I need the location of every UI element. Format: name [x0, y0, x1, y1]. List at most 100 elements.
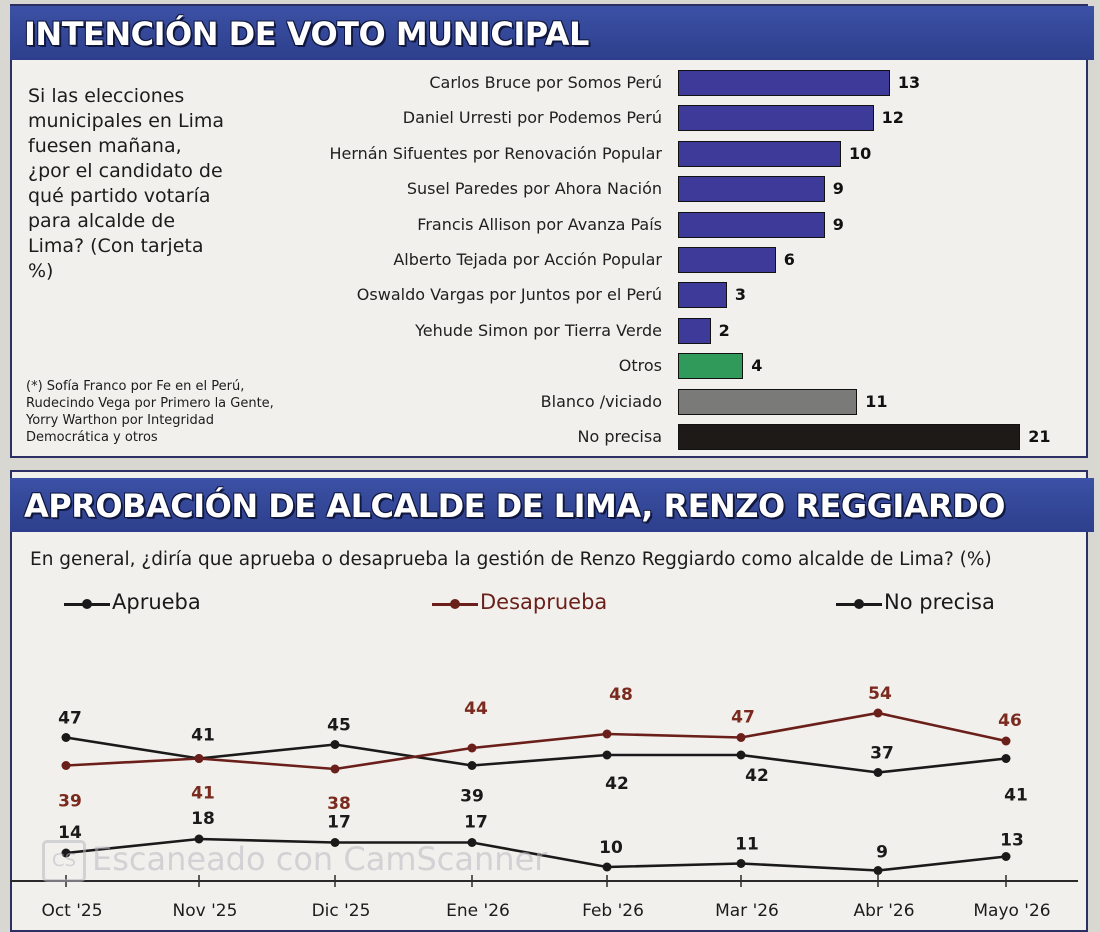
x-tick-label: Oct '25 [41, 901, 102, 921]
point-desaprueba [194, 754, 204, 763]
legend-aprueba-marker [82, 599, 92, 609]
bar-value-row-8: 2 [718, 320, 730, 340]
bar-row-4 [678, 176, 825, 203]
data-label-desaprueba: 38 [327, 794, 351, 814]
legend-aprueba-label: Aprueba [112, 590, 201, 614]
x-tick-label: Nov '25 [173, 901, 238, 921]
point-no-precisa [873, 866, 883, 875]
point-no-precisa [602, 862, 612, 872]
data-label-desaprueba: 39 [58, 792, 82, 812]
camscanner-logo-icon: CS [42, 840, 86, 882]
data-label-aprueba: 41 [1004, 786, 1028, 806]
bar-row-3 [678, 140, 841, 167]
bar-row-9 [678, 353, 744, 380]
data-label-no-precisa: 14 [58, 823, 82, 843]
bar-row-10 [678, 388, 858, 415]
bar-label-row-3: Hernán Sifuentes por Renovación Popular [329, 143, 662, 163]
data-label-aprueba: 47 [58, 709, 82, 729]
bar-row-5 [678, 211, 825, 238]
data-label-desaprueba: 54 [868, 684, 892, 704]
x-tick-label: Dic '25 [312, 901, 371, 921]
legend-desaprueba-label: Desaprueba [480, 590, 608, 614]
bar-label-row-5: Francis Allison por Avanza País [417, 214, 662, 234]
mayor-approval-question: En general, ¿diría que aprueba o desapru… [30, 549, 992, 570]
bar-value-row-2: 12 [881, 108, 904, 128]
bar-value-row-4: 9 [832, 179, 844, 199]
point-aprueba [330, 740, 340, 749]
point-no-precisa [194, 834, 204, 844]
point-aprueba [736, 750, 746, 760]
bar-label-row-6: Alberto Tejada por Acción Popular [393, 250, 662, 269]
watermark-text: Escaneado con CamScanner [92, 840, 548, 878]
camscanner-watermark: CS Escaneado con CamScanner [42, 840, 547, 882]
data-label-desaprueba: 41 [191, 784, 215, 804]
bar-row-1 [678, 70, 890, 96]
data-label-no-precisa: 17 [327, 813, 351, 833]
x-tick-label: Mayo '26 [973, 901, 1050, 921]
bar-row-6 [678, 247, 776, 273]
bar-label-row-9: Otros [618, 356, 662, 376]
legend-no-precisa-marker [854, 599, 864, 609]
point-no-precisa [61, 848, 71, 858]
point-aprueba [602, 750, 612, 760]
data-label-no-precisa: 13 [1000, 831, 1024, 851]
data-label-no-precisa: 9 [876, 843, 888, 863]
bar-value-row-5: 9 [832, 214, 844, 234]
data-label-aprueba: 37 [870, 744, 894, 764]
mayor-approval-panel [10, 470, 1088, 932]
bar-label-row-1: Carlos Bruce por Somos Perú [429, 73, 662, 92]
data-label-aprueba: 42 [745, 766, 769, 786]
bar-label-row-4: Susel Paredes por Ahora Nación [406, 179, 662, 199]
data-label-desaprueba: 47 [731, 708, 755, 728]
vote-intention-footnote: (*) Sofía Franco por Fe en el Perú, Rude… [26, 379, 274, 445]
mayor-approval-title: APROBACIÓN DE ALCALDE DE LIMA, RENZO REG… [10, 478, 1094, 532]
vote-intention-question: Si las elecciones municipales en Lima fu… [28, 85, 224, 282]
data-label-aprueba: 42 [605, 774, 629, 794]
point-no-precisa [736, 859, 746, 868]
bar-value-row-1: 13 [897, 73, 921, 92]
bar-row-11 [678, 424, 1021, 450]
x-tick-label: Mar '26 [715, 901, 779, 921]
bar-row-7 [678, 282, 727, 309]
point-aprueba [61, 733, 71, 742]
point-aprueba [1001, 754, 1011, 763]
x-tick-label: Abr '26 [853, 901, 914, 921]
bar-label-row-7: Oswaldo Vargas por Juntos por el Perú [356, 285, 662, 305]
legend-no-precisa-label: No precisa [884, 590, 995, 614]
data-label-aprueba: 45 [327, 716, 351, 736]
point-desaprueba [873, 708, 883, 718]
data-label-no-precisa: 11 [735, 835, 759, 855]
bar-label-row-10: Blanco /viciado [540, 391, 662, 411]
data-label-no-precisa: 17 [464, 813, 488, 833]
bar-row-8 [678, 317, 711, 344]
data-label-desaprueba: 48 [609, 685, 633, 705]
bar-value-row-6: 6 [783, 250, 795, 269]
vote-intention-panel [10, 4, 1088, 458]
bar-label-row-2: Daniel Urresti por Podemos Perú [402, 108, 662, 128]
vote-intention-title: INTENCIÓN DE VOTO MUNICIPAL [10, 6, 1094, 60]
point-aprueba [873, 768, 883, 777]
bar-value-row-7: 3 [734, 285, 747, 305]
bar-label-row-11: No precisa [577, 427, 662, 446]
point-desaprueba [736, 733, 746, 742]
line-desaprueba [65, 711, 1007, 771]
data-label-no-precisa: 10 [599, 838, 623, 858]
bar-row-2 [678, 105, 874, 132]
data-label-desaprueba: 44 [464, 699, 488, 719]
data-label-aprueba: 41 [191, 726, 215, 746]
data-label-no-precisa: 18 [191, 809, 215, 829]
point-aprueba [467, 761, 477, 770]
point-desaprueba [602, 729, 612, 739]
bar-value-row-9: 4 [751, 356, 763, 376]
data-label-desaprueba: 46 [998, 711, 1022, 731]
legend-desaprueba-marker [450, 599, 460, 609]
point-no-precisa [330, 838, 340, 847]
bar-value-row-10: 11 [865, 391, 888, 411]
line-no-precisa [65, 837, 1007, 872]
point-no-precisa [467, 838, 477, 847]
bar-value-row-11: 21 [1028, 427, 1051, 446]
bar-value-row-3: 10 [849, 143, 872, 163]
x-tick-label: Feb '26 [582, 901, 644, 921]
bar-label-row-8: Yehude Simon por Tierra Verde [415, 320, 662, 340]
